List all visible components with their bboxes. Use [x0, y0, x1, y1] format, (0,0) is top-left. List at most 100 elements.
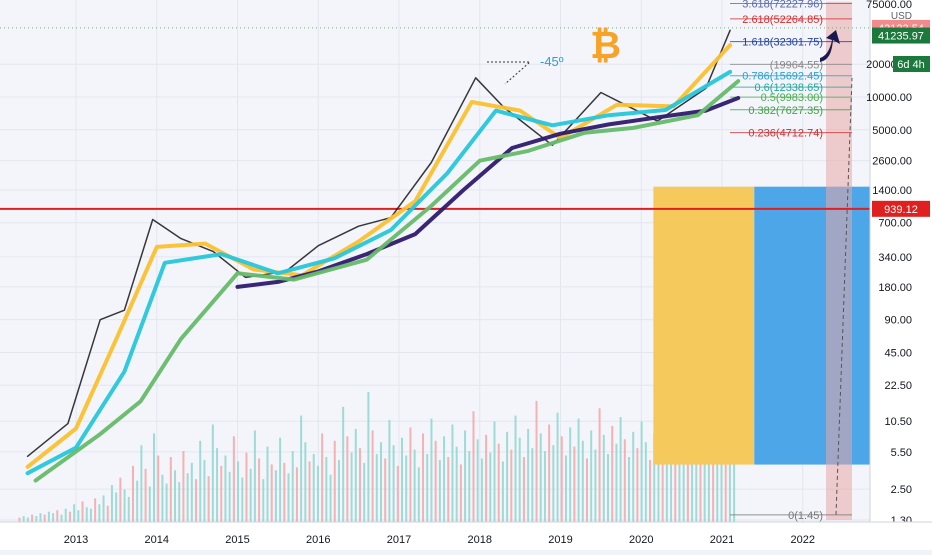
y-tick-label: 75000.00 [866, 0, 912, 11]
fib-level-label: 0.6(12338.65) [755, 82, 824, 94]
price-axis [870, 0, 932, 522]
series-line [33, 79, 741, 483]
volume-bar [464, 430, 467, 522]
volume-bar [670, 455, 673, 522]
y-tick-label: 700.00 [878, 218, 912, 230]
volume-bar [195, 479, 198, 522]
volume-bar [476, 439, 479, 522]
volume-bar [241, 477, 244, 522]
volume-bar [661, 414, 664, 522]
volume-bar [674, 428, 677, 522]
volume-bar [123, 489, 126, 522]
volume-bar [31, 514, 34, 522]
volume-bar [60, 514, 63, 522]
volume-bar [569, 427, 572, 522]
volume-bar [47, 511, 50, 522]
volume-bar [598, 408, 601, 522]
volume-bar [161, 474, 164, 522]
volume-bar [350, 452, 353, 522]
volume-bar [300, 415, 303, 522]
volume-bar [152, 433, 155, 522]
line-price-flag-bg [872, 200, 930, 217]
volume-bar [224, 455, 227, 522]
volume-bar [531, 448, 534, 522]
volume-bar [602, 434, 605, 522]
currency-label: USD [891, 11, 912, 22]
volume-bar [594, 449, 597, 522]
volume-bar [640, 421, 643, 522]
volume-bar [468, 451, 471, 522]
volume-bar [384, 458, 387, 522]
volume-bar [81, 501, 84, 522]
current-price-flag-bg [872, 27, 930, 44]
volume-bar [375, 454, 378, 522]
volume-bar [274, 470, 277, 522]
volume-bar [422, 433, 425, 522]
volume-bar [497, 443, 500, 522]
volume-bar [728, 439, 731, 522]
y-tick-label: 22.50 [884, 380, 912, 392]
x-tick-label: 2015 [225, 534, 249, 546]
volume-bar [106, 505, 109, 522]
volume-bar [388, 420, 391, 522]
y-tick-label: 2600.00 [872, 156, 912, 168]
x-tick-label: 2019 [548, 534, 572, 546]
volume-bar [342, 406, 345, 522]
volume-bar [506, 431, 509, 522]
volume-bar [678, 446, 681, 522]
volume-bar [539, 433, 542, 522]
y-tick-label: 45.00 [884, 347, 912, 359]
volume-bar [632, 431, 635, 522]
volume-bar [485, 434, 488, 522]
volume-bar [85, 507, 88, 522]
volume-bar [686, 440, 689, 522]
arrow-up-icon [820, 30, 840, 62]
volume-bar [691, 458, 694, 522]
volume-bar [186, 473, 189, 522]
volume-bar [644, 442, 647, 522]
volume-bar [245, 452, 248, 522]
volume-bar [489, 452, 492, 522]
volume-bar [447, 457, 450, 522]
volume-bar [401, 437, 404, 522]
volume-bar [266, 446, 269, 522]
volume-bar [443, 436, 446, 522]
projection-box-blue [754, 186, 870, 465]
volume-bar [220, 465, 223, 522]
volume-bar [434, 440, 437, 522]
volume-bar [543, 451, 546, 522]
volume-bar [665, 437, 668, 522]
volume-bar [657, 451, 660, 522]
volume-bar [165, 483, 168, 522]
fib-level-label: 0(1.45) [788, 510, 823, 522]
volume-bar [371, 430, 374, 522]
volume-bar [607, 454, 609, 522]
y-tick-label: 10.50 [884, 416, 912, 428]
volume-bar [615, 443, 618, 522]
volume-bar [590, 430, 593, 522]
volume-bar [119, 477, 122, 522]
volume-bar [102, 495, 105, 522]
volume-bar [329, 474, 332, 522]
volume-bar [178, 482, 181, 522]
y-tick-label: 1400.00 [872, 185, 912, 197]
volume-bar [451, 424, 454, 522]
x-tick-label: 2017 [387, 534, 411, 546]
volume-bar [115, 492, 118, 522]
y-tick-label: 5000.00 [872, 125, 912, 137]
volume-bar [695, 436, 698, 522]
volume-bar [312, 454, 315, 522]
projection-box-yellow [653, 186, 755, 465]
volume-bar [716, 433, 719, 522]
volume-bar [552, 445, 555, 522]
volume-bar [127, 496, 130, 522]
bitcoin-logo-icon: ₿ [590, 25, 621, 67]
volume-bar [295, 467, 298, 522]
volume-bar [131, 465, 134, 522]
volume-bar [253, 430, 256, 522]
volume-bar [333, 440, 336, 522]
volume-bar [367, 392, 370, 522]
volume-bar [136, 480, 139, 522]
volume-bar [472, 411, 475, 522]
